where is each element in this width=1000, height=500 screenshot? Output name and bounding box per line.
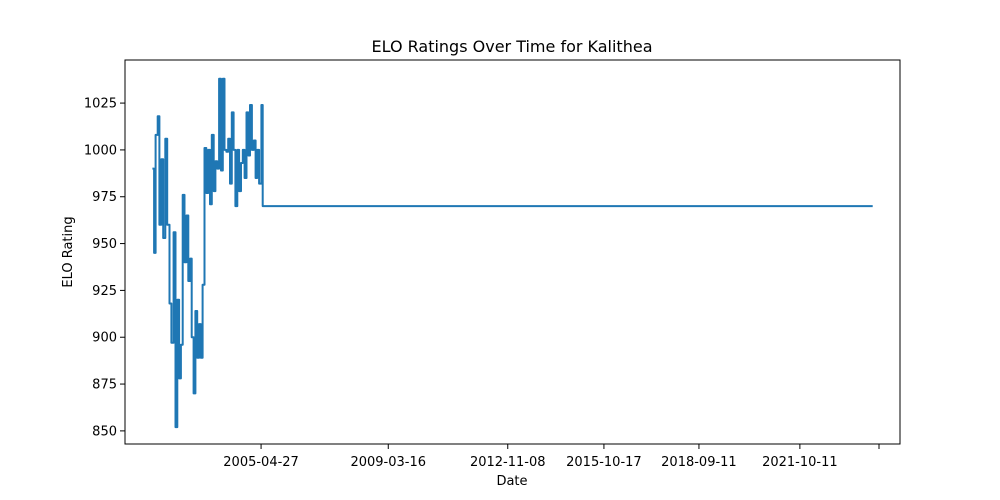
- y-axis: 850 875 900 925 950 975 1000 1025: [84, 97, 125, 439]
- x-tick-label-4: 2018-09-11: [661, 455, 737, 470]
- x-tick-label-5: 2021-10-11: [762, 455, 838, 470]
- x-tick-label-3: 2015-10-17: [566, 455, 642, 470]
- y-axis-label: ELO Rating: [61, 216, 76, 287]
- y-tick-label-4: 950: [92, 237, 117, 252]
- series-line-0: [152, 77, 873, 429]
- x-tick-label-1: 2009-03-16: [350, 455, 426, 470]
- plot-frame: [124, 59, 901, 445]
- x-axis-label: Date: [496, 474, 527, 489]
- y-tick-label-1: 875: [92, 378, 117, 393]
- plot-area: [152, 77, 873, 429]
- y-tick-label-2: 900: [92, 331, 117, 346]
- y-tick-label-7: 1025: [84, 97, 117, 112]
- y-tick-label-0: 850: [92, 424, 117, 439]
- y-tick-label-3: 925: [92, 284, 117, 299]
- y-tick-label-5: 975: [92, 190, 117, 205]
- x-tick-label-2: 2012-11-08: [470, 455, 546, 470]
- x-axis: 2005-04-27 2009-03-16 2012-11-08 2015-10-17…: [223, 444, 880, 470]
- y-tick-label-6: 1000: [84, 143, 117, 158]
- x-tick-label-0: 2005-04-27: [223, 455, 299, 470]
- chart-title: ELO Ratings Over Time for Kalithea: [371, 37, 652, 56]
